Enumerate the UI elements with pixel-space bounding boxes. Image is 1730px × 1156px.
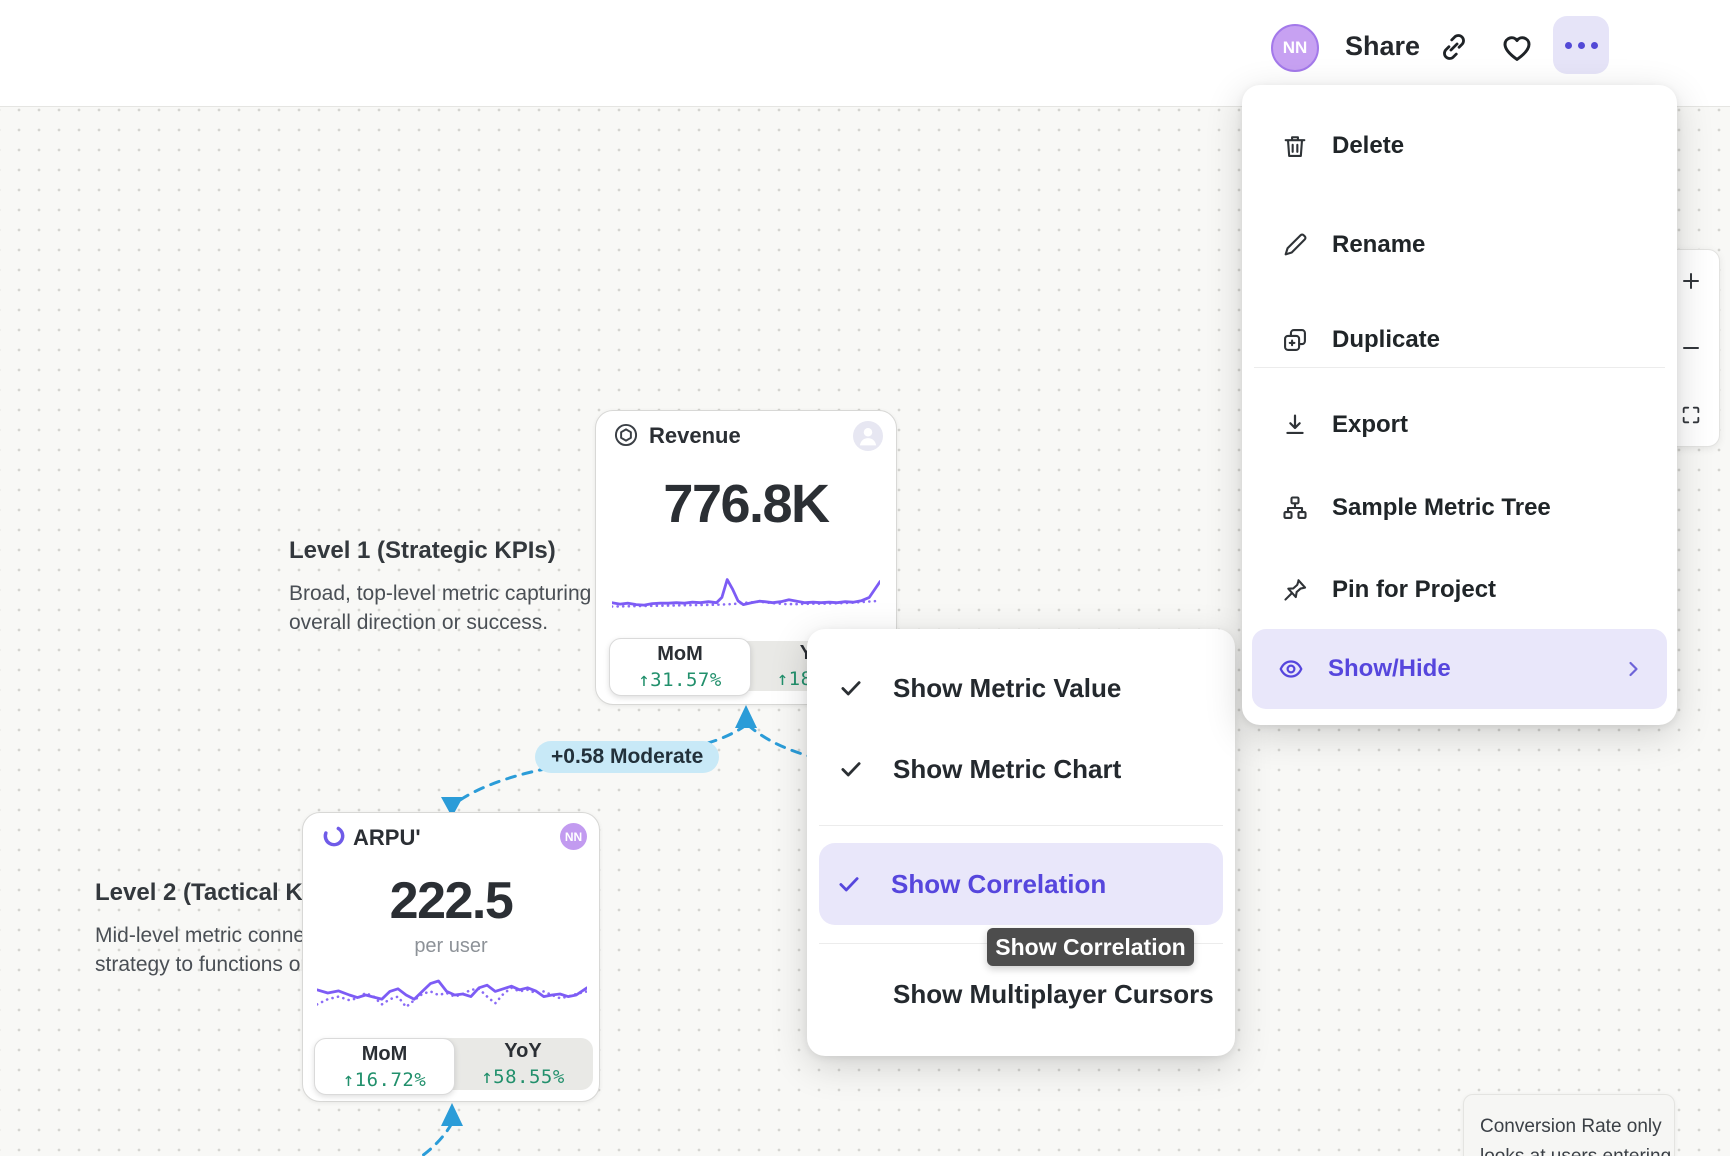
mom-label: MoM [361,1042,408,1065]
submenu-item-show-multiplayer-cursors[interactable]: Show Multiplayer Cursors [821,966,1221,1022]
user-avatar[interactable]: NN [1271,24,1319,72]
yoy-stat-tab[interactable]: YoY ↑58.55% [453,1038,593,1090]
eye-icon [1276,654,1306,684]
metric-value: 222.5 [389,872,514,930]
menu-item-delete[interactable]: Delete [1256,118,1663,174]
submenu-divider [819,825,1223,826]
share-button[interactable]: Share [1345,31,1421,61]
expand-icon [1682,406,1700,424]
sparkline-chart [315,968,589,1020]
minus-icon [1683,347,1699,349]
mom-stat-tab[interactable]: MoM ↑16.72% [314,1038,455,1095]
zoom-out-button[interactable] [1663,320,1719,376]
pencil-icon [1280,230,1310,260]
tree-icon [1280,493,1310,523]
note-text: Conversion Rate only looks at users ente… [1480,1116,1671,1156]
level1-title: Level 1 (Strategic KPIs) [289,537,556,564]
duplicate-icon [1280,325,1310,355]
correlation-badge-moderate[interactable]: +0.58 Moderate [535,741,720,773]
copy-link-button[interactable] [1438,31,1470,68]
menu-item-rename[interactable]: Rename [1256,217,1663,273]
yoy-label: YoY [504,1040,542,1062]
menu-item-label: Duplicate [1332,326,1441,353]
yoy-value: ↑58.55% [481,1066,565,1088]
check-icon [835,756,867,782]
plus-icon [1683,273,1699,289]
mom-label: MoM [657,643,703,665]
fit-view-button[interactable] [1663,387,1719,443]
ellipsis-icon [1564,41,1598,49]
annotation-note[interactable]: Conversion Rate only looks at users ente… [1463,1094,1675,1156]
menu-item-label: Pin for Project [1332,576,1497,603]
check-icon [835,675,867,701]
more-options-menu: Delete Rename Duplicate [1242,85,1677,725]
sparkline-chart [610,571,882,619]
tooltip-text: Show Correlation [995,933,1186,960]
submenu-item-label: Show Multiplayer Cursors [893,978,1214,1009]
level2-title: Level 2 (Tactical KPIs [95,879,339,906]
menu-item-label: Export [1332,411,1409,438]
submenu-item-label: Show Metric Value [893,672,1122,703]
menu-divider [1254,367,1665,368]
show-correlation-tooltip: Show Correlation [987,928,1194,966]
submenu-item-show-correlation[interactable]: Show Correlation [819,843,1223,925]
mom-value: ↑31.57% [638,669,722,691]
owner-avatar-icon [853,421,883,451]
zoom-in-button[interactable] [1663,253,1719,309]
menu-item-label: Sample Metric Tree [1332,494,1551,521]
trash-icon [1280,131,1310,161]
mom-value: ↑16.72% [342,1068,427,1091]
collaborator-avatar: NN [560,823,587,850]
level1-line2: overall direction or success. [289,611,549,634]
submenu-item-label: Show Correlation [891,868,1107,899]
metric-card-arpu[interactable]: ARPU' NN 222.5 per user MoM ↑16.72% YoY … [302,812,600,1102]
more-options-button[interactable] [1553,16,1609,74]
metric-value: 776.8K [663,474,830,534]
level2-line2: strategy to functions or doma [95,953,366,976]
link-icon [1443,34,1465,60]
level1-line1: Broad, top-level metric capturing [289,582,592,605]
hexagon-metric-icon [613,422,639,453]
heart-icon [1503,36,1531,61]
menu-item-pin-for-project[interactable]: Pin for Project [1256,562,1663,618]
metric-title: Revenue [649,423,741,448]
menu-item-label: Show/Hide [1328,655,1451,682]
menu-item-label: Delete [1332,132,1405,159]
chevron-right-icon [1621,657,1645,681]
favorite-button[interactable] [1499,29,1535,70]
check-icon [833,871,865,897]
level2-annotation: Level 2 (Tactical KPIs Mid-level metric … [95,879,366,979]
menu-item-sample-metric-tree[interactable]: Sample Metric Tree [1256,480,1663,536]
metric-title: ARPU' [353,825,421,850]
level1-annotation: Level 1 (Strategic KPIs) Broad, top-leve… [289,537,591,637]
level2-line1: Mid-level metric connecting [95,924,350,947]
crescent-metric-icon [321,823,347,854]
mom-stat-tab[interactable]: MoM ↑31.57% [609,638,751,696]
pushpin-icon [1280,575,1310,605]
submenu-item-show-metric-chart[interactable]: Show Metric Chart [821,741,1221,797]
menu-item-show-hide[interactable]: Show/Hide [1252,629,1667,709]
menu-item-duplicate[interactable]: Duplicate [1256,312,1663,368]
menu-item-label: Rename [1332,231,1426,258]
metric-unit: per user [414,935,488,957]
download-icon [1280,410,1310,440]
submenu-item-label: Show Metric Chart [893,753,1122,784]
show-hide-submenu: Show Metric Value Show Metric Chart Show… [807,629,1235,1056]
menu-item-export[interactable]: Export [1256,397,1663,453]
submenu-item-show-metric-value[interactable]: Show Metric Value [821,660,1221,716]
